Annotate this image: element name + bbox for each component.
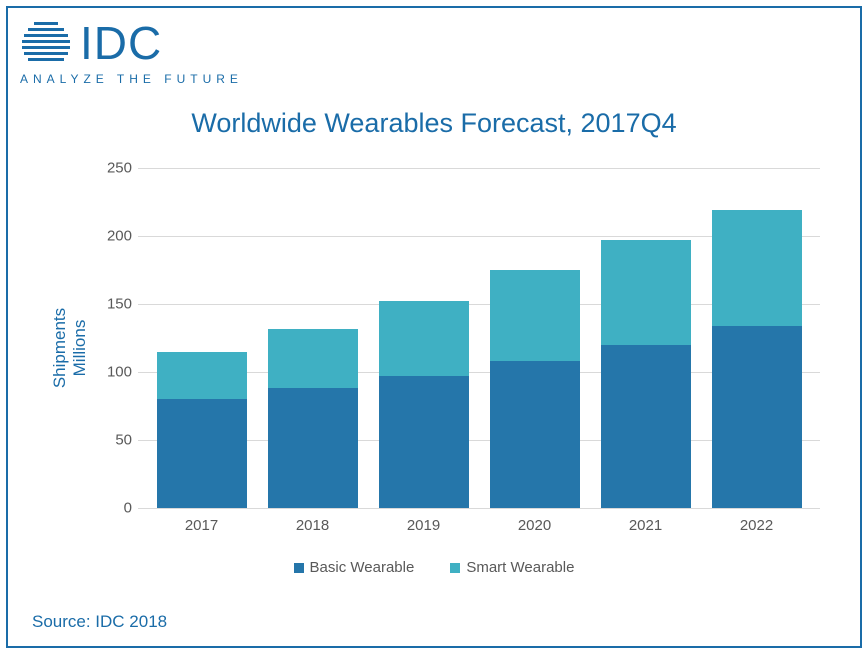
plot-area: 050100150200250201720182019202020212022: [138, 168, 820, 508]
y-tick-label: 50: [94, 432, 132, 449]
x-tick-label: 2021: [629, 517, 662, 534]
y-axis-title: ShipmentsMillions: [50, 308, 91, 388]
legend-item-basic: Basic Wearable: [294, 559, 415, 576]
bar-segment: [268, 329, 358, 389]
bar-segment: [601, 240, 691, 345]
chart-title: Worldwide Wearables Forecast, 2017Q4: [8, 108, 860, 139]
y-tick-label: 0: [94, 500, 132, 517]
gridline: [138, 508, 820, 509]
bar-column: 2022: [712, 168, 802, 508]
x-tick-label: 2017: [185, 517, 218, 534]
legend: Basic Wearable Smart Wearable: [8, 559, 860, 576]
chart-area: ShipmentsMillions 0501001502002502017201…: [68, 158, 830, 538]
globe-lines-icon: [20, 20, 72, 66]
source-text: Source: IDC 2018: [32, 612, 167, 632]
bar-segment: [490, 270, 580, 361]
y-tick-label: 250: [94, 160, 132, 177]
bar-segment: [490, 361, 580, 508]
logo-row: IDC: [20, 20, 243, 66]
logo-tagline: ANALYZE THE FUTURE: [20, 72, 243, 86]
logo-brand-text: IDC: [80, 20, 162, 66]
bar-column: 2021: [601, 168, 691, 508]
x-tick-label: 2019: [407, 517, 440, 534]
bar-column: 2020: [490, 168, 580, 508]
bar-segment: [157, 399, 247, 508]
y-tick-label: 200: [94, 228, 132, 245]
bar-column: 2019: [379, 168, 469, 508]
bar-segment: [712, 326, 802, 508]
chart-frame: IDC ANALYZE THE FUTURE Worldwide Wearabl…: [6, 6, 862, 648]
bar-segment: [379, 301, 469, 376]
bar-column: 2017: [157, 168, 247, 508]
idc-logo: IDC ANALYZE THE FUTURE: [20, 20, 243, 86]
legend-item-smart: Smart Wearable: [450, 559, 574, 576]
bar-column: 2018: [268, 168, 358, 508]
legend-label-smart: Smart Wearable: [466, 559, 574, 576]
bar-segment: [601, 345, 691, 508]
x-tick-label: 2020: [518, 517, 551, 534]
bar-segment: [157, 352, 247, 400]
legend-swatch-basic: [294, 563, 304, 573]
bar-segment: [379, 376, 469, 508]
legend-label-basic: Basic Wearable: [310, 559, 415, 576]
bar-segment: [268, 388, 358, 508]
x-tick-label: 2022: [740, 517, 773, 534]
legend-swatch-smart: [450, 563, 460, 573]
y-axis-title-text: ShipmentsMillions: [50, 308, 89, 388]
bar-segment: [712, 210, 802, 326]
y-tick-label: 150: [94, 296, 132, 313]
x-tick-label: 2018: [296, 517, 329, 534]
y-tick-label: 100: [94, 364, 132, 381]
bars-container: 201720182019202020212022: [138, 168, 820, 508]
